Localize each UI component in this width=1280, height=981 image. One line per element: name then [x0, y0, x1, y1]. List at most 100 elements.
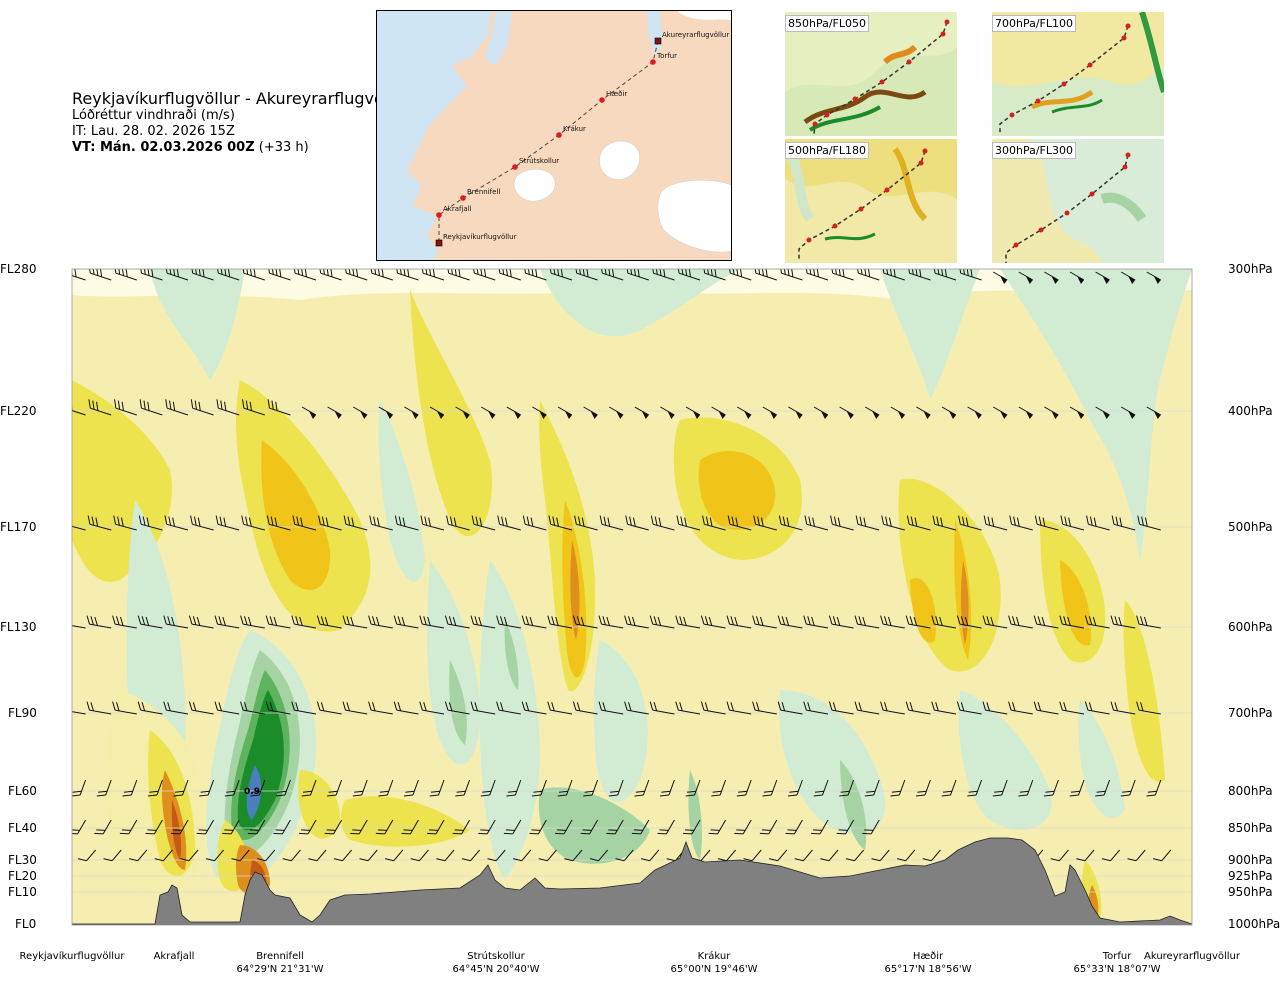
- wind-barb: [222, 819, 240, 835]
- left-axis-tick-label: FL130: [0, 620, 37, 634]
- wind-barb: [472, 269, 496, 281]
- wind-barb: [506, 779, 522, 797]
- wind-barb: [393, 615, 419, 629]
- wind-barb: [967, 779, 983, 797]
- wind-barb: [171, 819, 189, 835]
- wind-barb: [839, 779, 855, 797]
- wind-barb: [87, 515, 112, 531]
- contour-region: [958, 690, 1052, 830]
- wind-barb: [1034, 515, 1059, 531]
- wind-barb: [547, 615, 573, 629]
- wind-barb: [624, 615, 649, 629]
- route-map: Akureyrarflugvöllur Torfur Hæðir Krákur Strú…: [376, 10, 732, 261]
- contour-region: [410, 290, 492, 537]
- wind-barb: [224, 779, 240, 797]
- wind-barb: [608, 406, 624, 419]
- wind-barb: [659, 779, 675, 797]
- wind-barb: [1050, 849, 1069, 862]
- wind-barb: [634, 779, 650, 797]
- route-point-label: Torfur: [656, 52, 677, 60]
- wind-barb: [754, 269, 777, 281]
- wind-barb: [598, 615, 624, 629]
- map-glacier: [657, 180, 731, 253]
- initial-time: IT: Lau. 28. 02. 2026 15Z: [72, 124, 235, 139]
- route-line: [438, 40, 659, 243]
- wind-barb: [139, 269, 163, 281]
- contour-region: [449, 660, 467, 745]
- wind-barb: [896, 849, 916, 862]
- contour-region: [340, 796, 470, 847]
- wind-barb: [419, 701, 445, 715]
- wind-barb: [324, 819, 343, 835]
- wind-barb: [461, 849, 480, 862]
- wind-barb: [446, 269, 470, 281]
- mini-map-850: 850hPa/FL050: [785, 12, 957, 136]
- wind-barb: [342, 615, 368, 629]
- wind-barb: [685, 779, 701, 797]
- wind-barb: [410, 849, 429, 862]
- wind-barb: [350, 819, 368, 835]
- wind-barb: [1018, 271, 1034, 284]
- contour-region: [298, 770, 340, 839]
- wind-barb: [557, 406, 573, 419]
- location-label: Akrafjall: [154, 950, 195, 963]
- wind-barb: [813, 406, 829, 419]
- left-axis-tick-label: FL20: [8, 869, 37, 883]
- wind-barb: [318, 269, 342, 281]
- wind-barb: [649, 701, 675, 715]
- wind-barb: [880, 615, 905, 629]
- wind-barb: [368, 615, 393, 629]
- wind-barb: [1059, 615, 1085, 629]
- wind-barb: [1120, 271, 1136, 284]
- wind-barb: [165, 269, 189, 281]
- mini-map-300: 300hPa/FL300: [992, 139, 1164, 263]
- wind-barb: [480, 406, 496, 419]
- right-axis-tick-label: 500hPa: [1228, 520, 1273, 534]
- mini-map-label: 300hPa/FL300: [992, 142, 1077, 159]
- route-waypoint-marker: [436, 212, 442, 218]
- wind-barb: [471, 515, 496, 531]
- route-point-label: Reykjavíkurflugvöllur: [443, 233, 517, 241]
- wind-barb: [531, 779, 547, 797]
- wind-barb: [35, 516, 62, 530]
- contour-region: [504, 620, 519, 690]
- wind-barb: [487, 849, 506, 862]
- contour-region: [840, 760, 867, 850]
- contour-region: [1123, 600, 1165, 782]
- wind-barb: [436, 849, 455, 862]
- wind-barb: [1069, 271, 1085, 284]
- wind-barb: [589, 849, 608, 862]
- right-axis-tick-label: 700hPa: [1228, 706, 1273, 720]
- wind-barb: [292, 515, 317, 531]
- wind-barb: [521, 615, 547, 629]
- wind-barb: [1086, 515, 1110, 531]
- location-label: Krákur 65°00'N 19°46'W: [671, 950, 758, 976]
- route-waypoint-marker: [512, 164, 518, 170]
- wind-barb: [864, 779, 880, 797]
- wind-barb: [753, 515, 777, 531]
- wind-barb: [34, 702, 61, 714]
- wind-barb: [506, 406, 522, 419]
- location-name: Krákur: [697, 951, 731, 962]
- route-waypoint-marker: [650, 59, 656, 65]
- wind-barb: [657, 819, 675, 835]
- wind-barb: [216, 399, 240, 416]
- location-label: Akureyrarflugvöllur: [1144, 950, 1240, 963]
- route-waypoint-marker: [599, 97, 605, 103]
- wind-barb: [982, 615, 1008, 629]
- wind-barb: [1069, 406, 1085, 419]
- wind-barb: [845, 849, 864, 862]
- wind-barb: [72, 616, 86, 629]
- map-glacier: [599, 140, 640, 180]
- wind-barb: [72, 517, 86, 531]
- route-map-canvas: Akureyrarflugvöllur Torfur Hæðir Krákur Strú…: [377, 11, 731, 260]
- wind-barb: [96, 779, 112, 797]
- wind-barb: [794, 849, 813, 862]
- wind-barb: [1084, 701, 1110, 715]
- valid-time-offset: (+33 h): [254, 140, 309, 155]
- wind-barb: [384, 849, 404, 862]
- wind-barb: [291, 615, 317, 629]
- wind-barb: [344, 269, 368, 281]
- wind-barb: [564, 849, 583, 862]
- wind-barb: [404, 406, 419, 419]
